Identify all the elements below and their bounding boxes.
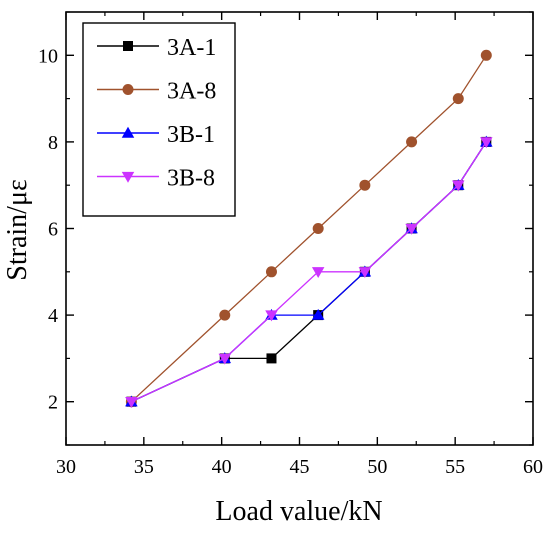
data-point-3b-8 xyxy=(311,267,325,279)
legend-marker-3b-1 xyxy=(121,126,135,138)
series-layer xyxy=(125,49,493,408)
legend-box xyxy=(82,22,236,217)
y-tick-label: 10 xyxy=(38,45,58,67)
series-line-3b-8 xyxy=(131,141,487,403)
y-axis-title: Strain/με xyxy=(2,179,33,280)
y-tick-label: 6 xyxy=(48,219,58,241)
legend-label-3b-1: 3B-1 xyxy=(167,122,215,148)
x-tick-label: 30 xyxy=(56,456,76,478)
data-point-3a-1 xyxy=(266,353,277,364)
data-point-3a-8 xyxy=(452,93,464,105)
legend-marker-3b-8 xyxy=(121,171,135,183)
data-point-3b-8 xyxy=(452,180,465,192)
data-point-3b-8 xyxy=(405,223,418,235)
series-3b-8 xyxy=(125,137,493,408)
legend-label-3a-1: 3A-1 xyxy=(167,35,216,61)
y-tick-label: 8 xyxy=(48,132,58,154)
legend-label-3a-8: 3A-8 xyxy=(167,79,216,105)
legend: 3A-1 3A-8 3B-1 3B-8 xyxy=(82,22,236,217)
data-point-3b-8 xyxy=(125,397,138,408)
data-point-3b-8 xyxy=(218,353,232,365)
data-point-3a-8 xyxy=(265,266,277,278)
data-point-3b-8 xyxy=(480,137,493,149)
data-point-3b-8 xyxy=(265,310,278,322)
legend-marker-3a-1 xyxy=(123,41,133,51)
y-tick-label: 4 xyxy=(48,305,58,327)
series-line-3a-8 xyxy=(130,54,487,403)
data-point-3a-8 xyxy=(359,179,371,191)
x-tick-label: 35 xyxy=(134,456,154,478)
data-point-3b-8 xyxy=(358,267,372,279)
data-point-3a-8 xyxy=(312,223,324,234)
x-tick-label: 45 xyxy=(290,456,310,478)
data-point-3a-8 xyxy=(406,136,418,148)
x-tick-label: 60 xyxy=(523,456,543,478)
axes-layer: 30 35 40 45 50 55 60 2 4 6 8 10 xyxy=(38,11,543,478)
x-tick-label: 50 xyxy=(367,456,387,478)
data-point-3a-8 xyxy=(219,309,231,321)
legend-marker-3a-8 xyxy=(122,84,134,95)
y-tick-label: 2 xyxy=(48,392,58,414)
x-tick-label: 55 xyxy=(445,456,465,478)
data-point-3b-1 xyxy=(311,308,325,320)
x-tick-label: 40 xyxy=(212,456,232,478)
data-point-3a-8 xyxy=(480,49,492,61)
x-axis-title: Load value/kN xyxy=(215,496,382,527)
legend-label-3b-8: 3B-8 xyxy=(167,166,215,192)
